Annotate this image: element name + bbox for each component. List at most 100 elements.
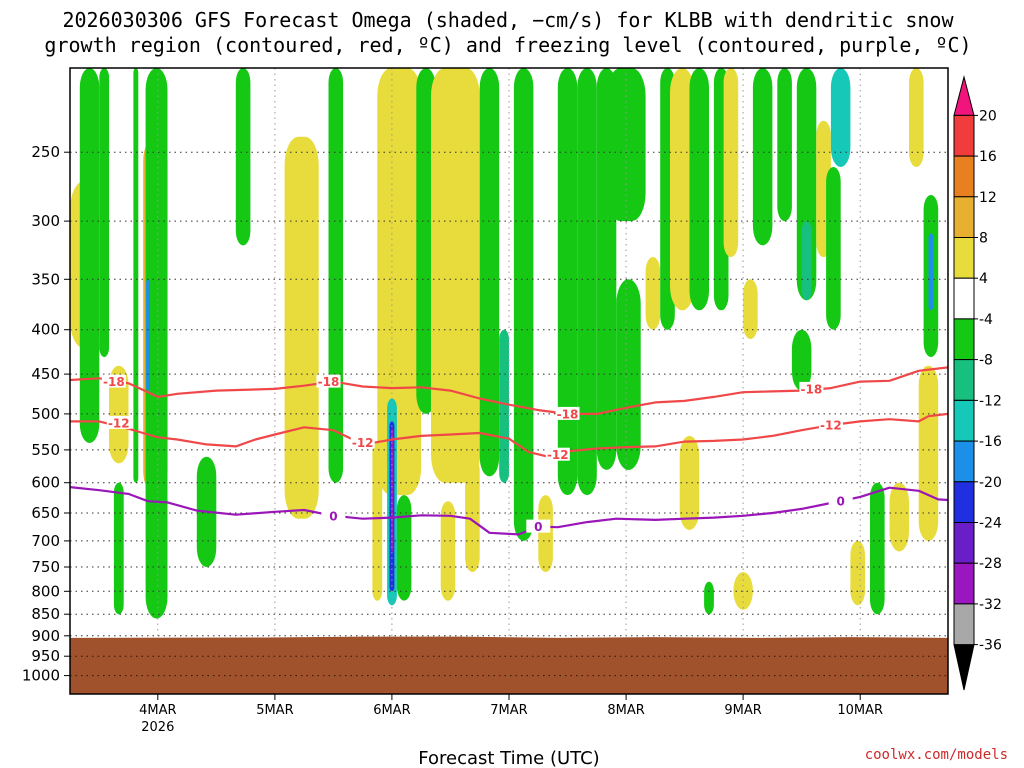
freezing-contour-label-bg-2 [828,494,853,508]
y-tick-900: 900 [31,627,60,645]
y-tick-950: 950 [31,647,60,665]
y-tick-750: 750 [31,558,60,576]
y-tick-250: 250 [31,143,60,161]
colorbar-swatch-4 [953,277,975,320]
omega-cell-47 [704,581,714,615]
freezing-contour-line [70,486,948,536]
omega-cell-29 [431,68,480,483]
omega-cell-40 [616,279,641,470]
dgz-contour--18-label-bg-0 [101,374,126,388]
dgz-contour--18-label-bg-1 [316,374,341,388]
omega-cell-34 [513,68,534,541]
dgz-contour--12-label-bg-1 [350,435,375,449]
ground-gridlines [70,655,948,677]
omega-cell-26 [416,68,436,414]
x-tick-year: 2026 [141,720,174,735]
omega-cell-25 [396,495,412,601]
omega-cell-11 [113,482,124,615]
dgz-contour--18-label-2: -18 [557,407,579,421]
omega-cell-39 [606,68,646,222]
omega-cell-17 [328,68,344,483]
omega-cell-32 [479,68,500,477]
colorbar-swatch-9 [953,481,975,523]
dgz-contour--12-label-bg-0 [106,415,131,429]
x-tick-8MAR: 8MAR [607,703,644,718]
omega-cell-62 [889,482,909,552]
omega-cell-55 [801,221,812,301]
dgz-contour--12-label-0: -12 [108,416,130,430]
dgz-contour--18-label-0: -18 [103,375,125,389]
freezing-contour-label-2: 0 [837,495,845,509]
colorbar-tick--20: -20 [979,475,1002,491]
dgz-contour--18-label-bg-2 [555,406,580,420]
chart-title-line-2: growth region (contoured, red, ºC) and f… [44,33,971,57]
omega-cell-16 [284,136,319,519]
x-tick-9MAR: 9MAR [724,703,761,718]
omega-cell-44 [670,68,695,311]
colorbar-swatch-0 [953,114,975,157]
x-tick-10MAR: 10MAR [837,703,883,718]
colorbar: 20 16 12 8 4 -4 -8 -12 -16 -20 -24 -28 -32 -36 [953,75,1002,691]
omega-cell-63 [909,68,924,167]
x-tick-4MAR: 4MAR [139,703,176,718]
y-tick-1000: 1000 [22,667,60,685]
colorbar-tick-8: 8 [979,231,988,247]
omega-cell-6 [146,279,150,391]
colorbar-swatch-7 [953,399,975,442]
omega-cell-41 [645,257,661,330]
omega-cell-31 [440,501,456,601]
y-tick-500: 500 [31,405,60,423]
colorbar-swatch-3 [953,237,975,279]
omega-cell-67 [918,365,939,541]
omega-cell-7 [99,68,110,357]
colorbar-tick-16: 16 [979,149,997,165]
colorbar-tick--4: -4 [979,312,993,328]
source-credit: coolwx.com/models [865,747,1008,763]
plot-area: -18 -18 -18 -18 -12 -12 -12 -12 0 0 0 [70,68,948,694]
omega-cell-51 [752,68,773,246]
omega-cell-49 [723,68,739,257]
x-axis-time: 4MAR 2026 5MAR 6MAR 7MAR 8MAR 9MAR 10MAR [139,694,883,735]
omega-cell-50 [743,279,758,339]
y-tick-850: 850 [31,605,60,623]
colorbar-swatch-12 [953,603,975,646]
dgz-contour--18-label-1: -18 [318,375,340,389]
omega-cell-13 [235,68,251,246]
dgz-contour--12-label-bg-3 [818,418,843,432]
omega-cell-61 [870,482,885,615]
omega-cell-30 [465,456,480,572]
freezing-contour-label-bg-1 [526,519,551,533]
y-tick-800: 800 [31,582,60,600]
dgz-contour--12-label-bg-2 [545,447,570,461]
colorbar-max-arrow [953,75,975,116]
dgz-contour--12-label-1: -12 [352,436,374,450]
y-tick-400: 400 [31,321,60,339]
x-tick-5MAR: 5MAR [256,703,293,718]
omega-cell-45 [689,68,709,311]
omega-cell-21 [377,68,422,496]
omega-cell-35 [538,495,553,572]
y-tick-300: 300 [31,212,60,230]
colorbar-swatch-5 [953,318,975,361]
colorbar-swatch-10 [953,522,975,564]
dgz-contour--18-label-3: -18 [801,382,823,396]
y-axis-pressure: 250 300 350 400 450 500 550 600 650 700 750 800 850 9… [22,143,70,685]
colorbar-tick-12: 12 [979,190,997,206]
x-tick-6MAR: 6MAR [373,703,410,718]
omega-cell-4 [145,68,168,619]
colorbar-tick--32: -32 [979,597,1002,613]
colorbar-tick-20: 20 [979,108,997,124]
colorbar-swatch-6 [953,359,975,401]
x-axis-label: Forecast Time (UTC) [418,748,599,768]
omega-cell-53 [777,68,792,222]
colorbar-tick--24: -24 [979,516,1002,532]
omega-cell-36 [557,68,578,496]
colorbar-tick--28: -28 [979,556,1002,572]
colorbar-min-arrow [953,644,975,691]
colorbar-swatch-8 [953,440,975,483]
omega-cell-5 [133,68,139,483]
colorbar-tick--8: -8 [979,353,993,369]
omega-cell-59 [826,167,841,330]
y-tick-350: 350 [31,270,60,288]
